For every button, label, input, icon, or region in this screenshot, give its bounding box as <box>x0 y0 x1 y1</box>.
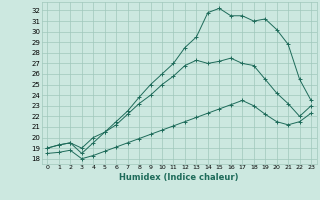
X-axis label: Humidex (Indice chaleur): Humidex (Indice chaleur) <box>119 173 239 182</box>
